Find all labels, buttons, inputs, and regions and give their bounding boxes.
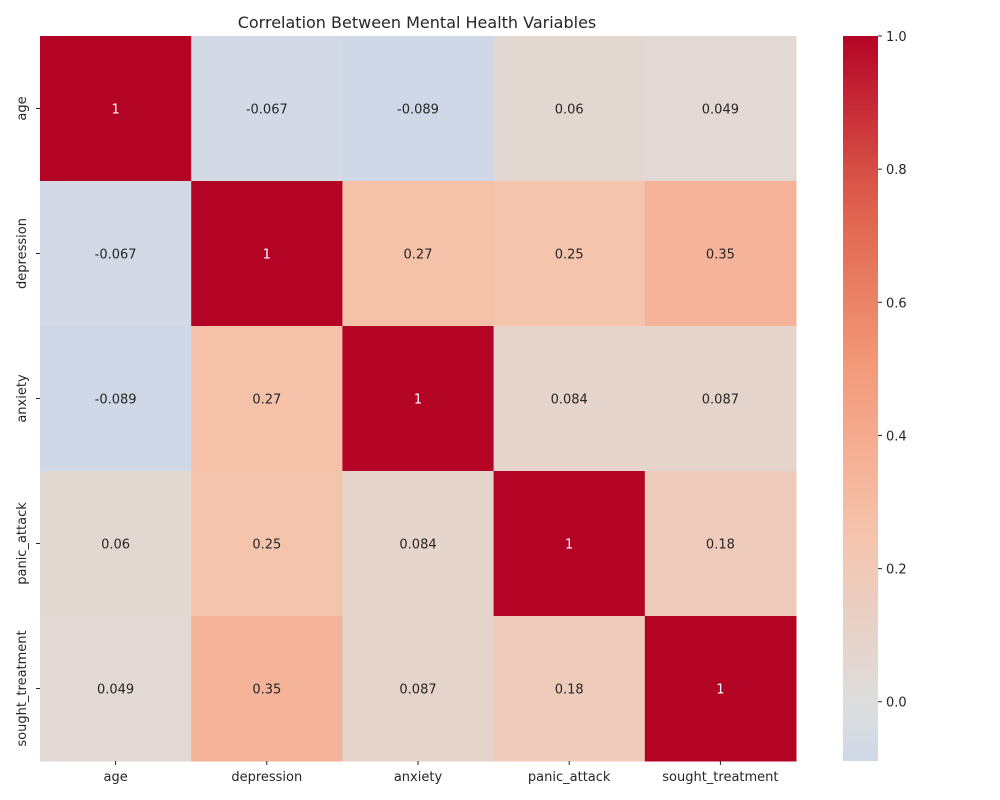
heatmap-cell (191, 181, 343, 327)
cell-annotation: 1 (263, 248, 271, 263)
heatmap-cell (493, 471, 646, 617)
cell-annotation: 0.06 (555, 103, 584, 118)
heatmap-cell (40, 616, 192, 762)
heatmap-cell (191, 471, 343, 617)
heatmap-cell (644, 36, 797, 182)
heatmap-cell (40, 326, 192, 472)
cell-annotation: -0.089 (95, 393, 137, 408)
cell-annotation: 0.084 (551, 393, 588, 408)
x-tick-label: anxiety (394, 770, 443, 785)
cell-annotation: 0.18 (555, 683, 584, 698)
y-tick-label: sought_treatment (15, 630, 30, 746)
heatmap-cell (493, 326, 646, 472)
cell-annotation: 0.087 (399, 683, 436, 698)
colorbar-tick-label: 1.0 (886, 30, 907, 45)
cell-annotation: 1 (414, 393, 422, 408)
colorbar-gradient (843, 36, 878, 761)
heatmap-cell (493, 181, 646, 327)
heatmap-cell (40, 471, 192, 617)
heatmap-cell (342, 326, 495, 472)
cell-annotation: 0.06 (101, 538, 130, 553)
y-axis: age depression anxiety panic_attack sought_t… (15, 96, 40, 747)
chart-title: Correlation Between Mental Health Variab… (238, 13, 597, 32)
heatmap-cell (644, 181, 797, 327)
cell-annotation: 0.35 (706, 248, 735, 263)
cell-annotation: 0.049 (702, 103, 739, 118)
heatmap-cell (342, 616, 495, 762)
cell-annotation: 0.25 (555, 248, 584, 263)
cell-annotation: 0.35 (252, 683, 281, 698)
heatmap-cell (191, 616, 343, 762)
heatmap-cell (40, 36, 192, 182)
colorbar-tick-label: 0.6 (886, 296, 907, 311)
heatmap-annotations: 1 -0.067 -0.089 0.06 0.049 -0.067 1 0.27 0.25 0.3… (95, 103, 739, 698)
heatmap-cell (493, 36, 646, 182)
cell-annotation: -0.089 (397, 103, 439, 118)
cell-annotation: 0.087 (702, 393, 739, 408)
heatmap-cells (40, 36, 797, 762)
heatmap-cell (191, 326, 343, 472)
colorbar-ticks: 0.0 0.2 0.4 0.6 0.8 1.0 (878, 30, 907, 711)
cell-annotation: 0.27 (404, 248, 433, 263)
heatmap-cell (644, 471, 797, 617)
colorbar-tick-label: 0.2 (886, 563, 907, 578)
x-tick-label: age (103, 770, 127, 785)
colorbar-tick-label: 0.8 (886, 163, 907, 178)
x-axis: age depression anxiety panic_attack sought_t… (103, 761, 779, 785)
heatmap-cell (644, 326, 797, 472)
x-tick-label: panic_attack (528, 770, 611, 785)
cell-annotation: 1 (716, 683, 724, 698)
x-tick-label: sought_treatment (662, 770, 778, 785)
colorbar: 0.0 0.2 0.4 0.6 0.8 1.0 (843, 30, 907, 761)
y-tick-label: panic_attack (15, 502, 30, 585)
cell-annotation: -0.067 (95, 248, 137, 263)
heatmap-cell (644, 616, 797, 762)
y-tick-label: depression (15, 218, 30, 289)
heatmap-cell (342, 471, 495, 617)
heatmap-cell (191, 36, 343, 182)
heatmap-cell (342, 181, 495, 327)
cell-annotation: 1 (565, 538, 573, 553)
cell-annotation: 1 (111, 103, 119, 118)
heatmap-cell (40, 181, 192, 327)
x-tick-label: depression (231, 770, 302, 785)
cell-annotation: 0.25 (252, 538, 281, 553)
cell-annotation: -0.067 (246, 103, 288, 118)
colorbar-tick-label: 0.4 (886, 429, 907, 444)
heatmap-cell (342, 36, 495, 182)
cell-annotation: 0.27 (252, 393, 281, 408)
y-tick-label: age (15, 96, 30, 120)
cell-annotation: 0.084 (399, 538, 436, 553)
heatmap-cell (493, 616, 646, 762)
colorbar-tick-label: 0.0 (886, 696, 907, 711)
cell-annotation: 0.049 (97, 683, 134, 698)
y-tick-label: anxiety (15, 374, 30, 423)
cell-annotation: 0.18 (706, 538, 735, 553)
